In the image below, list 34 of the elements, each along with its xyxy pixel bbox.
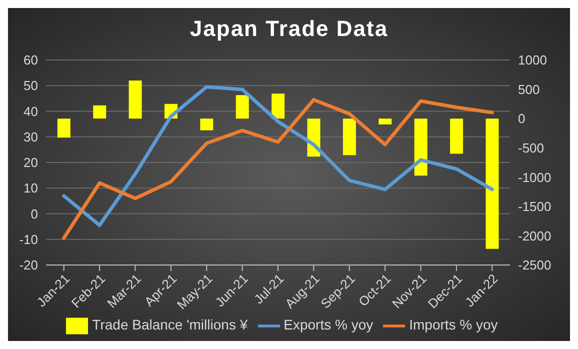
y-tick-label: 20 [24, 155, 38, 170]
bar [128, 80, 142, 119]
y2-tick-label: -1000 [518, 170, 552, 185]
bar [414, 118, 428, 176]
line-series [62, 85, 494, 228]
bar [236, 95, 249, 119]
y-tick-label: 40 [24, 104, 38, 119]
bar [57, 118, 70, 138]
bar [93, 105, 106, 119]
legend-label: Imports % yoy [409, 316, 498, 333]
bar [342, 118, 356, 156]
bar [450, 118, 464, 154]
y2-tick-label: -2500 [518, 258, 552, 273]
y-tick-label: -10 [19, 232, 38, 247]
y-tick-label: 10 [24, 180, 38, 196]
y2-tick-label: 500 [518, 82, 540, 97]
bar [378, 118, 392, 124]
y2-tick-label: -2000 [518, 228, 552, 244]
y-tick-label: 0 [30, 206, 38, 222]
legend-label: Exports % yoy [284, 316, 374, 333]
bar [200, 118, 214, 130]
bar [486, 118, 499, 249]
line-series [62, 98, 494, 240]
y2-tick-label: -500 [518, 140, 544, 156]
y2-tick-label: 1000 [518, 52, 547, 68]
bar [272, 94, 285, 119]
y-tick-label: 50 [24, 78, 38, 94]
y-tick-label: 30 [24, 129, 38, 144]
y-tick-label: -20 [19, 258, 38, 273]
chart-title: Japan Trade Data [188, 16, 390, 42]
y2-tick-label: -1500 [518, 199, 552, 214]
y-tick-label: 60 [24, 52, 38, 68]
y2-tick-label: 0 [518, 111, 526, 126]
legend-label: Trade Balance 'millions ¥ [92, 316, 248, 333]
